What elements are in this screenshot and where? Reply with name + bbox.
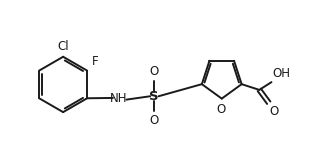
Text: O: O: [270, 105, 279, 118]
Text: NH: NH: [110, 92, 128, 105]
Text: O: O: [150, 114, 159, 128]
Text: O: O: [150, 65, 159, 78]
Text: S: S: [149, 90, 159, 103]
Text: O: O: [216, 103, 226, 116]
Text: F: F: [91, 55, 98, 68]
Text: OH: OH: [273, 67, 291, 80]
Text: Cl: Cl: [57, 40, 69, 53]
